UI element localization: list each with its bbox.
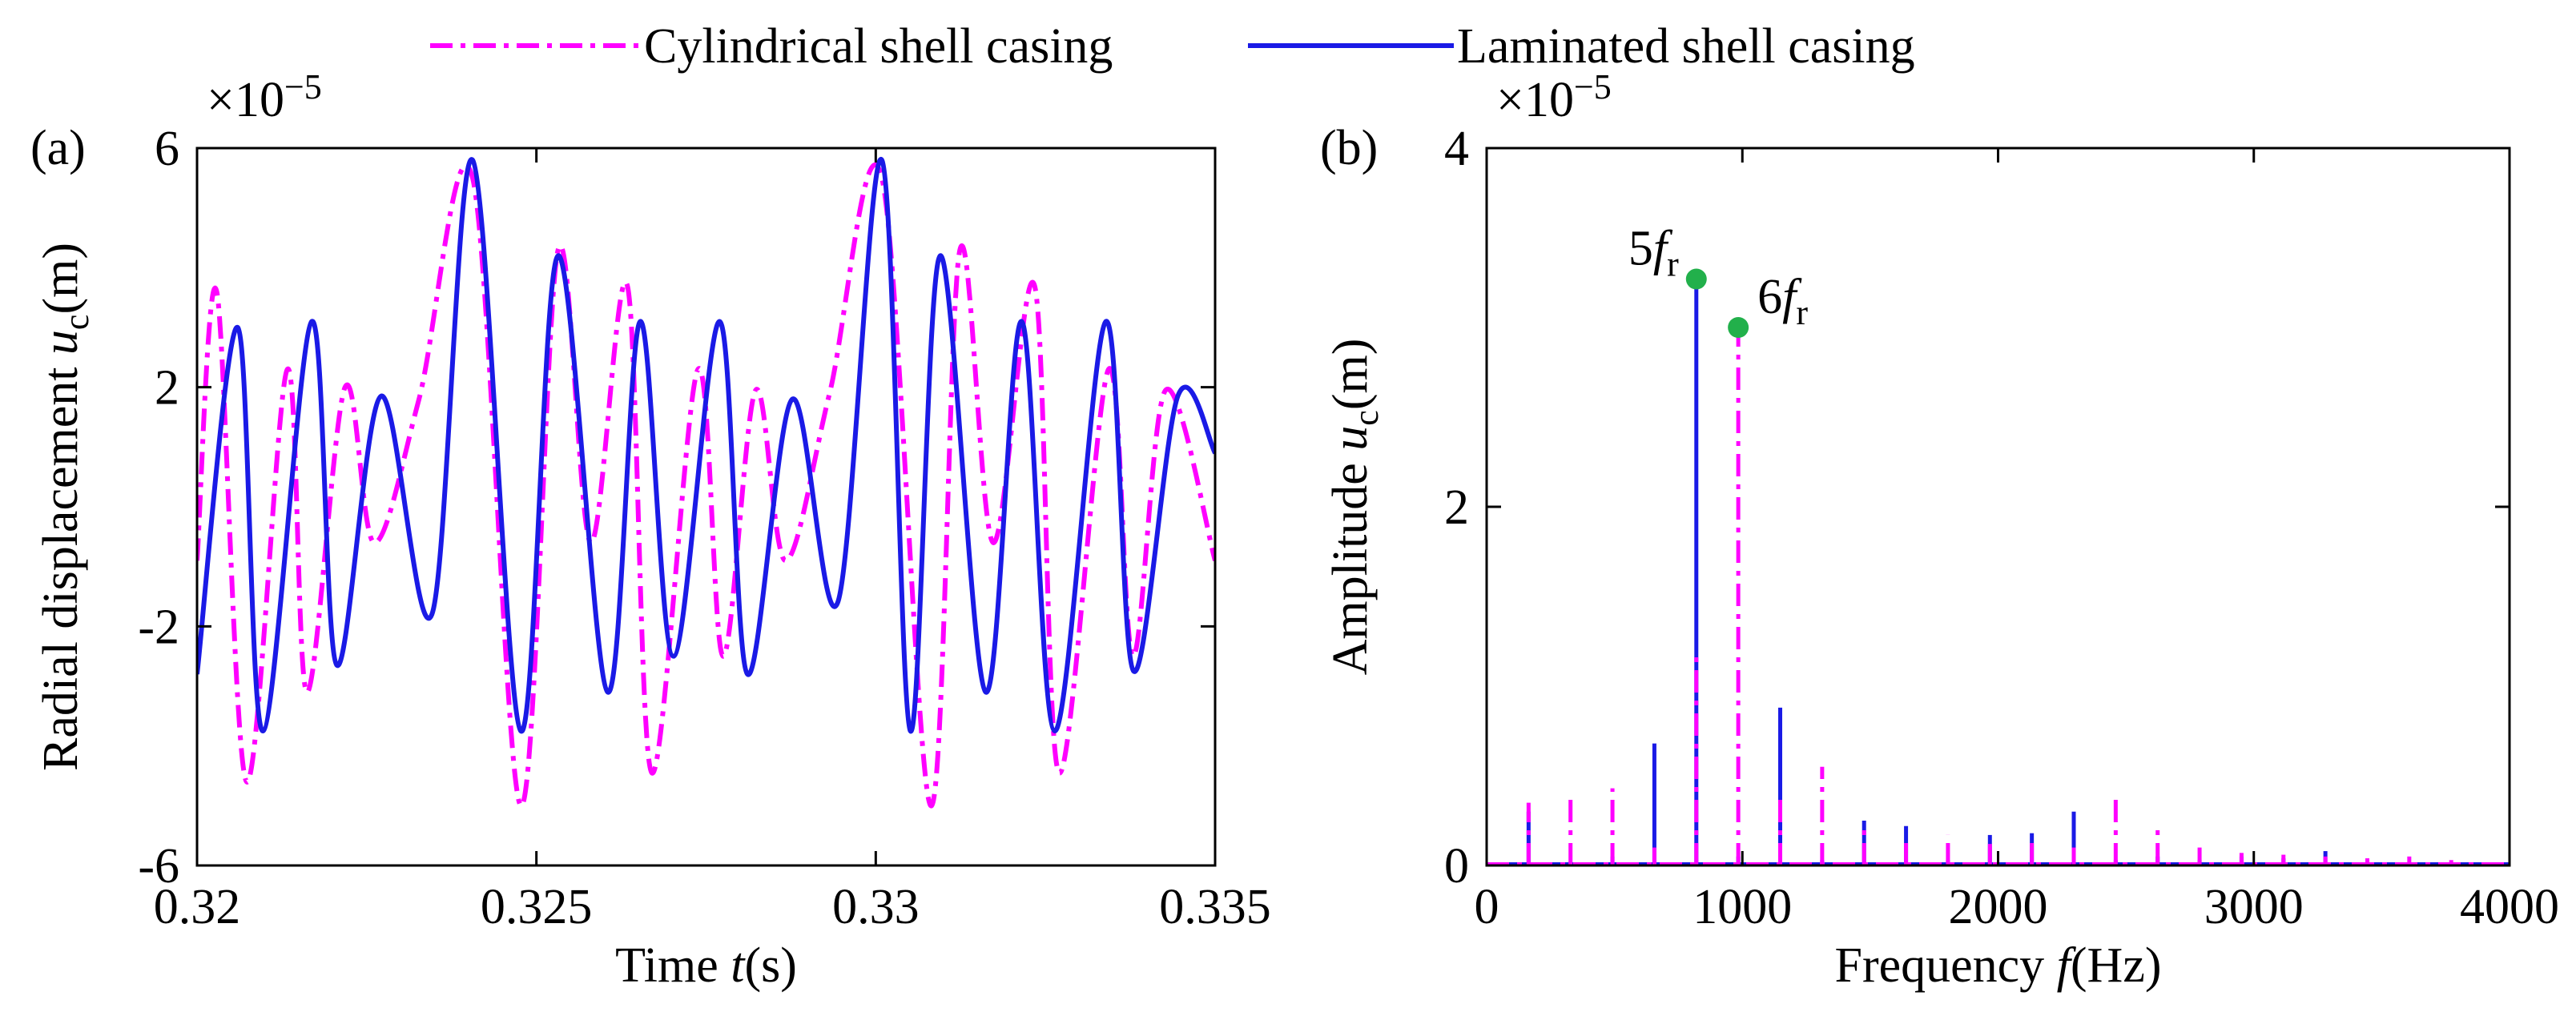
label-part: u bbox=[1323, 426, 1378, 451]
label-part: ×10 bbox=[207, 73, 284, 127]
axes-frame bbox=[195, 147, 1217, 867]
label-part: (m) bbox=[1323, 339, 1378, 411]
label-part: r bbox=[1667, 245, 1679, 284]
y-tick-label: 2 bbox=[1444, 480, 1469, 535]
x-tick-label: 2000 bbox=[1949, 880, 2048, 934]
label-part: Amplitude bbox=[1323, 451, 1378, 676]
label-part: Frequency bbox=[1834, 938, 2056, 993]
y-axis-label: Amplitude uc(m) bbox=[1323, 339, 1386, 676]
label-part: (m) bbox=[34, 243, 88, 315]
label-part: Time bbox=[615, 938, 731, 993]
panel-label: (b) bbox=[1320, 121, 1378, 175]
x-axis-label: Frequency f(Hz) bbox=[1834, 938, 2161, 993]
x-tick-label: 1000 bbox=[1693, 880, 1792, 934]
label-part: t bbox=[731, 938, 746, 993]
label-part: c bbox=[57, 315, 96, 331]
x-tick-label: 0.32 bbox=[154, 880, 241, 934]
x-tick-label: 3000 bbox=[2204, 880, 2304, 934]
legend-label: Cylindrical shell casing bbox=[644, 19, 1113, 74]
peak-annotation: 6fr bbox=[1757, 270, 1808, 332]
data-line bbox=[197, 157, 1215, 734]
label-part: c bbox=[1346, 410, 1386, 426]
x-tick-label: 0.335 bbox=[1159, 880, 1271, 934]
y-tick-label: -6 bbox=[138, 839, 179, 893]
y-tick-label: 4 bbox=[1444, 122, 1469, 176]
axis-multiplier: ×10−5 bbox=[207, 67, 322, 127]
label-part: u bbox=[34, 330, 88, 355]
x-tick-label: 0 bbox=[1475, 880, 1499, 934]
y-tick-label: -2 bbox=[138, 600, 179, 654]
label-part: ×10 bbox=[1496, 73, 1574, 127]
x-tick-label: 0.33 bbox=[832, 880, 920, 934]
label-part: Radial displacement bbox=[34, 355, 88, 771]
x-tick-label: 4000 bbox=[2460, 880, 2559, 934]
legend-label: Laminated shell casing bbox=[1457, 19, 1915, 74]
axis-multiplier: ×10−5 bbox=[1496, 67, 1612, 127]
label-part: 5 bbox=[1628, 222, 1653, 276]
label-part: −5 bbox=[1574, 67, 1612, 106]
y-tick-label: 2 bbox=[155, 361, 179, 416]
data-line bbox=[197, 162, 1215, 809]
y-tick-label: 0 bbox=[1444, 839, 1469, 893]
plot-area bbox=[1487, 283, 2510, 865]
peak-annotation: 5fr bbox=[1628, 222, 1679, 284]
peak-marker bbox=[1685, 268, 1707, 290]
y-axis-label: Radial displacement uc(m) bbox=[34, 243, 96, 771]
label-part: (s) bbox=[744, 938, 796, 993]
label-part: r bbox=[1796, 293, 1808, 332]
label-part: (Hz) bbox=[2071, 938, 2162, 993]
plot-area bbox=[197, 157, 1215, 809]
x-axis-label: Time t(s) bbox=[615, 938, 797, 993]
label-part: −5 bbox=[284, 67, 322, 106]
panel-label: (a) bbox=[30, 121, 86, 175]
y-tick-label: 6 bbox=[155, 122, 179, 176]
label-part: 6 bbox=[1757, 270, 1782, 324]
x-tick-label: 0.325 bbox=[481, 880, 593, 934]
peak-marker bbox=[1728, 317, 1749, 338]
